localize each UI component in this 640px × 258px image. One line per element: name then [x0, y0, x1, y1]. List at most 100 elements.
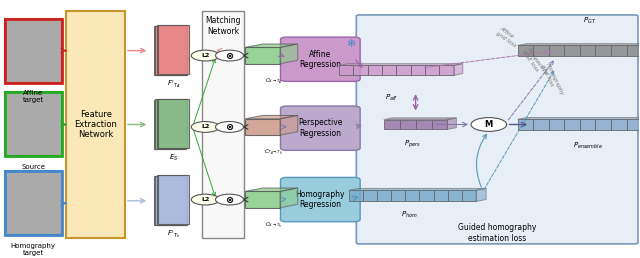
- FancyBboxPatch shape: [16, 31, 28, 44]
- FancyBboxPatch shape: [16, 92, 28, 105]
- Circle shape: [216, 50, 244, 61]
- FancyBboxPatch shape: [51, 44, 62, 57]
- FancyBboxPatch shape: [67, 11, 125, 238]
- FancyBboxPatch shape: [280, 37, 360, 82]
- Text: $P_{GT}$: $P_{GT}$: [583, 16, 596, 26]
- Text: L2: L2: [201, 197, 209, 202]
- FancyBboxPatch shape: [155, 100, 186, 149]
- Text: ⊗: ⊗: [225, 51, 234, 61]
- FancyBboxPatch shape: [4, 31, 16, 44]
- Text: Homography
target: Homography target: [11, 243, 56, 256]
- FancyBboxPatch shape: [51, 31, 62, 44]
- FancyBboxPatch shape: [154, 100, 184, 149]
- FancyBboxPatch shape: [4, 118, 16, 131]
- Polygon shape: [611, 45, 627, 56]
- FancyBboxPatch shape: [158, 175, 189, 224]
- Polygon shape: [368, 65, 382, 75]
- Polygon shape: [382, 65, 396, 75]
- FancyBboxPatch shape: [16, 210, 28, 222]
- Polygon shape: [440, 65, 454, 75]
- FancyBboxPatch shape: [51, 171, 62, 184]
- Circle shape: [191, 122, 220, 132]
- FancyBboxPatch shape: [51, 92, 62, 105]
- Polygon shape: [245, 115, 298, 119]
- FancyBboxPatch shape: [16, 184, 28, 197]
- Text: $C_{S\rightarrow T_A}$: $C_{S\rightarrow T_A}$: [265, 76, 282, 86]
- FancyBboxPatch shape: [16, 44, 28, 57]
- Polygon shape: [415, 119, 431, 130]
- FancyBboxPatch shape: [154, 26, 184, 75]
- FancyBboxPatch shape: [4, 222, 16, 235]
- Polygon shape: [448, 190, 462, 201]
- FancyBboxPatch shape: [28, 210, 39, 222]
- Polygon shape: [339, 64, 463, 65]
- Polygon shape: [548, 45, 564, 56]
- Text: Affine
target: Affine target: [22, 90, 44, 103]
- FancyBboxPatch shape: [4, 92, 16, 105]
- FancyBboxPatch shape: [39, 92, 51, 105]
- FancyBboxPatch shape: [16, 105, 28, 118]
- FancyBboxPatch shape: [4, 144, 16, 157]
- FancyBboxPatch shape: [16, 144, 28, 157]
- FancyBboxPatch shape: [28, 31, 39, 44]
- FancyBboxPatch shape: [356, 15, 638, 244]
- Polygon shape: [462, 190, 476, 201]
- Text: $F'_{T_A}$: $F'_{T_A}$: [167, 79, 180, 91]
- Polygon shape: [518, 119, 533, 130]
- Text: $P_{pers}$: $P_{pers}$: [404, 138, 420, 150]
- FancyBboxPatch shape: [157, 99, 187, 148]
- Polygon shape: [434, 190, 448, 201]
- Polygon shape: [627, 119, 640, 130]
- Polygon shape: [384, 119, 399, 130]
- FancyBboxPatch shape: [158, 99, 189, 148]
- FancyBboxPatch shape: [28, 19, 39, 31]
- Polygon shape: [280, 115, 298, 135]
- Circle shape: [471, 118, 507, 131]
- Text: Guided homography
estimation loss: Guided homography estimation loss: [458, 223, 536, 243]
- Polygon shape: [280, 44, 298, 64]
- FancyBboxPatch shape: [28, 57, 39, 70]
- Polygon shape: [339, 65, 353, 75]
- Text: ❄: ❄: [346, 39, 355, 50]
- Polygon shape: [611, 119, 627, 130]
- FancyBboxPatch shape: [28, 44, 39, 57]
- FancyBboxPatch shape: [39, 184, 51, 197]
- Text: $P_{ensemble}$: $P_{ensemble}$: [573, 141, 603, 151]
- FancyBboxPatch shape: [39, 222, 51, 235]
- FancyBboxPatch shape: [202, 11, 244, 238]
- FancyBboxPatch shape: [4, 171, 62, 235]
- Polygon shape: [349, 188, 486, 190]
- FancyBboxPatch shape: [39, 171, 51, 184]
- FancyBboxPatch shape: [51, 57, 62, 70]
- Text: $F'_{T_h}$: $F'_{T_h}$: [167, 229, 180, 241]
- FancyBboxPatch shape: [39, 131, 51, 144]
- FancyBboxPatch shape: [4, 131, 16, 144]
- FancyBboxPatch shape: [4, 19, 62, 83]
- FancyBboxPatch shape: [51, 118, 62, 131]
- Polygon shape: [419, 190, 434, 201]
- Polygon shape: [454, 64, 463, 75]
- FancyBboxPatch shape: [16, 19, 28, 31]
- FancyBboxPatch shape: [51, 210, 62, 222]
- Text: $P_{aff}$: $P_{aff}$: [385, 92, 399, 103]
- FancyBboxPatch shape: [28, 197, 39, 210]
- Text: Homography
grid loss: Homography grid loss: [540, 62, 564, 99]
- Polygon shape: [518, 117, 640, 119]
- Text: Homography
Regression: Homography Regression: [295, 190, 345, 209]
- Polygon shape: [627, 45, 640, 56]
- FancyBboxPatch shape: [39, 144, 51, 157]
- FancyBboxPatch shape: [28, 171, 39, 184]
- Text: M: M: [484, 120, 493, 129]
- FancyBboxPatch shape: [4, 44, 16, 57]
- Polygon shape: [391, 190, 405, 201]
- Polygon shape: [353, 65, 368, 75]
- Text: $P_{hom}$: $P_{hom}$: [401, 209, 417, 220]
- Polygon shape: [384, 118, 456, 119]
- Text: Feature
Extraction
Network: Feature Extraction Network: [74, 110, 117, 139]
- Circle shape: [191, 194, 220, 205]
- Polygon shape: [518, 44, 640, 45]
- FancyBboxPatch shape: [39, 210, 51, 222]
- Polygon shape: [363, 190, 377, 201]
- Polygon shape: [377, 190, 391, 201]
- FancyBboxPatch shape: [39, 19, 51, 31]
